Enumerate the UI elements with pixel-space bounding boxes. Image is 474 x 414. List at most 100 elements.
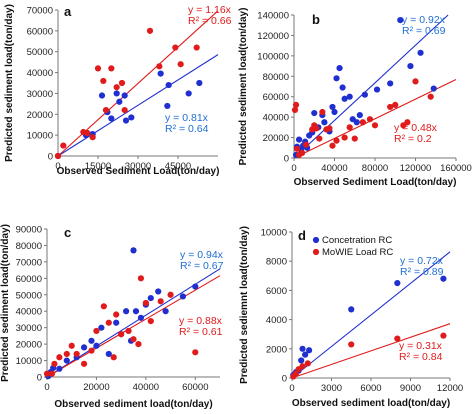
mowie-point <box>316 135 323 142</box>
mowie-point <box>147 317 154 325</box>
x-tick-label: 30000 <box>125 161 151 172</box>
mowie-point <box>73 350 80 358</box>
y-tick-label: 2000 <box>266 344 287 355</box>
y-tick-label: 100000 <box>257 51 289 62</box>
concentration-legend-label: Concetration RC <box>322 235 392 246</box>
concentration-point <box>162 308 169 315</box>
panel-c: 0 10000 20000 30000 40000 50000 60000 70000 8000… <box>0 224 224 410</box>
mowie-point <box>63 350 70 358</box>
concentration-r-squared: R² = 0.89 <box>400 266 444 278</box>
y-tick-label: 10000 <box>27 131 53 142</box>
y-axis-label: Predicted sediment load(ton/day) <box>0 224 11 382</box>
panel-letter: d <box>298 228 306 243</box>
concentration-point <box>321 119 328 126</box>
mowie-point <box>125 327 132 335</box>
mowie-equation: y = 0.48x <box>394 122 438 134</box>
panel-a: 0 10000 20000 30000 40000 50000 60000 70000 0 150… <box>4 4 232 177</box>
mowie-point <box>118 331 125 338</box>
concentration-point <box>298 357 305 364</box>
mowie-point <box>121 107 128 114</box>
concentration-point <box>407 62 414 70</box>
y-tick-label: 30000 <box>16 323 42 334</box>
concentration-r-squared: R² = 0.67 <box>180 260 224 272</box>
y-axis-label: Predicted sediemnt load(ton/day) <box>239 226 250 384</box>
mowie-point <box>146 27 154 34</box>
mowie-point <box>89 134 96 141</box>
y-axis-label: Predicted sediment load(ton/day) <box>238 8 249 166</box>
mowie-point <box>93 327 100 335</box>
concentration-point <box>333 75 340 82</box>
concentration-point <box>339 84 346 91</box>
concentration-point <box>132 308 140 315</box>
mowie-point <box>404 119 411 126</box>
mowie-point <box>172 44 179 51</box>
y-tick-label: 6000 <box>266 286 287 297</box>
concentration-point <box>356 112 363 119</box>
y-tick-label: 120000 <box>257 31 289 42</box>
concentration-point <box>128 114 135 121</box>
mowie-point <box>84 129 91 137</box>
y-tick-label: 90000 <box>16 225 42 236</box>
concentration-point <box>130 247 137 254</box>
concentration-point <box>164 102 171 110</box>
y-tick-label: 20000 <box>16 340 42 351</box>
concentration-point <box>155 288 162 295</box>
x-tick-label: 15000 <box>85 161 111 172</box>
mowie-point <box>313 125 320 132</box>
concentration-equation: y = 0.72x <box>400 255 444 267</box>
mowie-r-squared: R² = 0.2 <box>394 133 432 145</box>
concentration-legend-marker <box>312 236 320 244</box>
y-tick-label: 70000 <box>16 257 42 268</box>
concentration-point <box>113 90 120 97</box>
mowie-point <box>156 63 163 70</box>
y-tick-label: 50000 <box>16 290 42 301</box>
concentration-point <box>353 119 360 126</box>
mowie-r-squared: R² = 0.66 <box>188 15 232 27</box>
mowie-point <box>100 303 107 310</box>
y-tick-label: 60000 <box>263 92 289 103</box>
y-tick-label: 40000 <box>16 307 42 318</box>
mowie-point <box>88 347 95 354</box>
y-tick-label: 0 <box>37 373 42 384</box>
concentration-trendline <box>291 251 451 379</box>
mowie-point <box>299 149 306 156</box>
y-tick-label: 80000 <box>263 72 289 83</box>
x-axis-label: Observed Sediment Load(ton/day) <box>294 177 457 188</box>
mowie-point <box>54 152 62 160</box>
mowie-point <box>412 78 419 85</box>
x-tick-label: 0 <box>289 383 294 394</box>
mowie-point <box>341 134 348 141</box>
y-tick-label: 70000 <box>27 6 53 17</box>
mowie-trendline <box>293 79 457 159</box>
y-axis-label: Predicted sediment load(ton/day) <box>4 4 15 162</box>
concentration-point <box>80 344 88 351</box>
mowie-point <box>105 319 112 326</box>
concentration-point <box>295 136 303 143</box>
concentration-point <box>179 293 187 300</box>
y-tick-label: 20000 <box>27 110 53 121</box>
concentration-point <box>185 90 192 97</box>
mowie-point <box>68 342 75 349</box>
panel-letter: c <box>64 225 71 240</box>
concentration-point <box>88 337 95 344</box>
concentration-point <box>346 93 353 100</box>
mowie-point <box>366 116 374 123</box>
x-tick-label: 60000 <box>182 382 208 393</box>
mowie-r-squared: R² = 0.61 <box>179 326 223 338</box>
concentration-point <box>394 280 401 287</box>
panel-d: 0 2000 4000 6000 8000 10000 0 3000 6000 9000 12000… <box>239 226 463 409</box>
mowie-point <box>329 142 336 149</box>
concentration-point <box>93 342 100 349</box>
mowie-point <box>43 370 51 377</box>
mowie-point <box>113 311 120 318</box>
x-axis-label: Observed Sediment Load(ton/day) <box>57 166 220 177</box>
concentration-point <box>299 345 306 352</box>
y-tick-label: 140000 <box>257 11 289 22</box>
mowie-point <box>192 349 199 356</box>
mowie-point <box>142 299 149 307</box>
concentration-r-squared: R² = 0.69 <box>402 25 446 37</box>
mowie-point <box>293 145 301 152</box>
mowie-point <box>110 354 117 361</box>
mowie-point <box>303 141 310 148</box>
concentration-point <box>98 324 105 331</box>
